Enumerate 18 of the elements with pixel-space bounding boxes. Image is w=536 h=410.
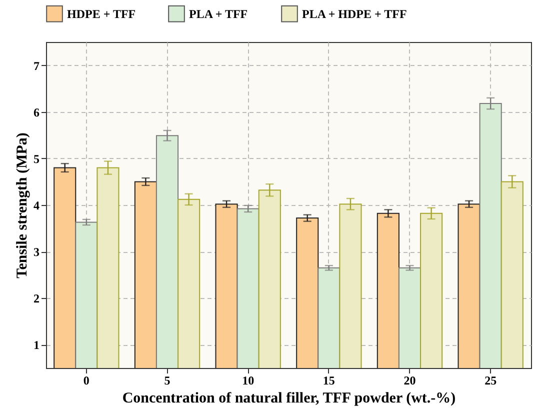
y-tick-label: 6 <box>34 105 40 120</box>
legend-label: PLA + TFF <box>189 6 248 21</box>
x-axis-title: Concentration of natural filler, TFF powder (wt.-%) <box>122 390 456 406</box>
x-tick-label: 0 <box>83 374 90 388</box>
x-tick-label: 15 <box>322 374 335 388</box>
y-tick-label: 1 <box>34 338 40 352</box>
x-tick-label: 10 <box>242 374 254 388</box>
y-tick-label: 3 <box>34 245 40 260</box>
x-tick-label: 25 <box>484 374 497 388</box>
y-axis-title: Tensile strength (MPa) <box>14 132 30 278</box>
legend-label: HDPE + TFF <box>67 6 136 21</box>
y-tick-label: 5 <box>34 152 40 166</box>
y-tick-label: 2 <box>34 292 40 306</box>
x-tick-label: 5 <box>164 374 170 388</box>
y-tick-label: 7 <box>34 58 40 73</box>
y-tick-label: 4 <box>34 198 40 212</box>
legend-label: PLA + HDPE + TFF <box>302 6 407 21</box>
x-tick-label: 20 <box>404 374 416 388</box>
